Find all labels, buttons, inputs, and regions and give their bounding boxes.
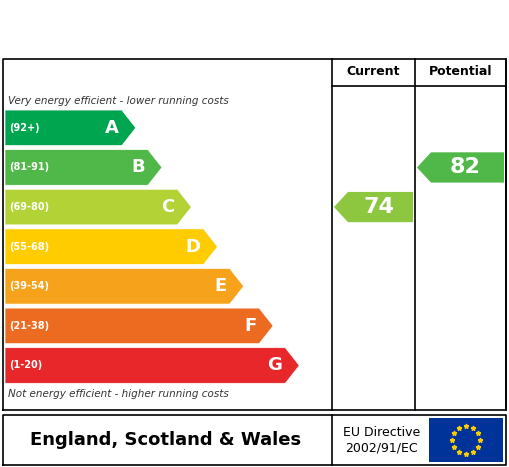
Polygon shape [5,229,217,264]
Polygon shape [5,308,273,344]
Text: (92+): (92+) [9,123,40,133]
Text: Not energy efficient - higher running costs: Not energy efficient - higher running co… [8,389,229,399]
Polygon shape [417,152,504,183]
Polygon shape [5,269,244,304]
Text: (69-80): (69-80) [9,202,49,212]
Text: (21-38): (21-38) [9,321,49,331]
Text: (81-91): (81-91) [9,163,49,172]
Bar [430,418,503,462]
Text: F: F [244,317,256,335]
Polygon shape [5,149,162,185]
Text: D: D [186,238,201,255]
Text: 82: 82 [450,157,481,177]
Text: G: G [267,356,282,375]
Text: 74: 74 [363,197,394,217]
Text: (39-54): (39-54) [9,281,49,291]
Text: A: A [105,119,119,137]
Polygon shape [5,189,191,225]
Text: (55-68): (55-68) [9,241,49,252]
Text: E: E [214,277,227,295]
Text: Potential: Potential [429,64,492,78]
Text: C: C [161,198,175,216]
Text: Very energy efficient - lower running costs: Very energy efficient - lower running co… [8,96,229,106]
Text: (1-20): (1-20) [9,361,42,370]
Text: EU Directive
2002/91/EC: EU Directive 2002/91/EC [343,426,420,454]
Polygon shape [5,110,136,146]
Polygon shape [334,192,413,222]
Text: Current: Current [347,64,400,78]
Text: Energy Efficiency Rating: Energy Efficiency Rating [15,16,360,40]
Polygon shape [5,348,299,383]
Text: B: B [131,158,145,177]
Text: England, Scotland & Wales: England, Scotland & Wales [31,431,301,449]
